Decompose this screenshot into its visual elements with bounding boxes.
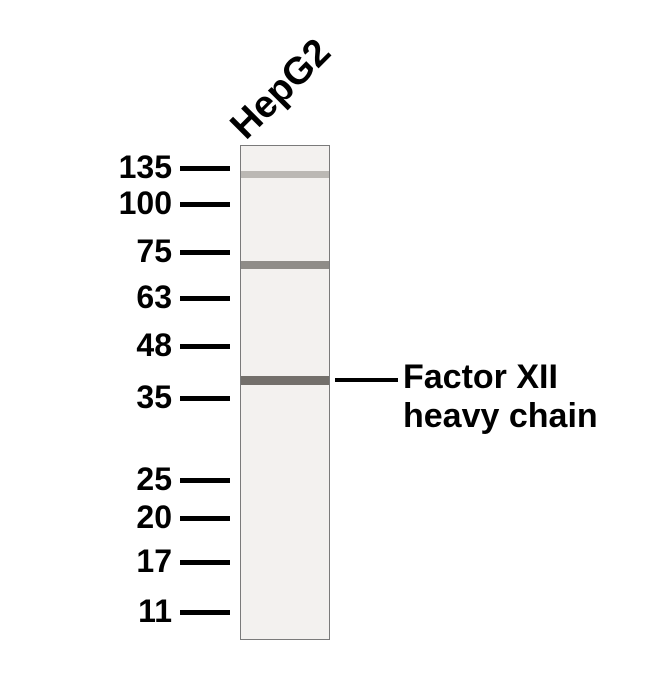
mw-marker-tick: [180, 610, 230, 615]
mw-marker-tick: [180, 478, 230, 483]
protein-band: [241, 261, 329, 269]
mw-marker-tick: [180, 250, 230, 255]
mw-marker-label: 48: [0, 327, 172, 364]
mw-marker-tick: [180, 396, 230, 401]
mw-marker-label: 20: [0, 499, 172, 536]
mw-marker-label: 25: [0, 461, 172, 498]
mw-marker-tick: [180, 166, 230, 171]
mw-marker-label: 11: [0, 593, 172, 630]
lane-label: HepG2: [223, 31, 340, 148]
target-band-label: Factor XII heavy chain: [403, 358, 598, 436]
mw-marker-label: 17: [0, 543, 172, 580]
mw-marker-label: 100: [0, 185, 172, 222]
mw-marker-tick: [180, 202, 230, 207]
mw-marker-label: 75: [0, 233, 172, 270]
mw-marker-label: 63: [0, 279, 172, 316]
mw-marker-label: 135: [0, 149, 172, 186]
target-band-label-line2: heavy chain: [403, 397, 598, 436]
mw-marker-tick: [180, 516, 230, 521]
target-band-label-line1: Factor XII: [403, 358, 598, 397]
mw-marker-tick: [180, 296, 230, 301]
mw-marker-tick: [180, 344, 230, 349]
mw-marker-tick: [180, 560, 230, 565]
mw-marker-label: 35: [0, 379, 172, 416]
blot-lane-strip: [240, 145, 330, 640]
protein-band: [241, 376, 329, 385]
western-blot-figure: HepG2 Factor XII heavy chain 135100 75 63 4…: [0, 0, 650, 700]
band-pointer-line: [335, 378, 398, 382]
protein-band: [241, 171, 329, 178]
